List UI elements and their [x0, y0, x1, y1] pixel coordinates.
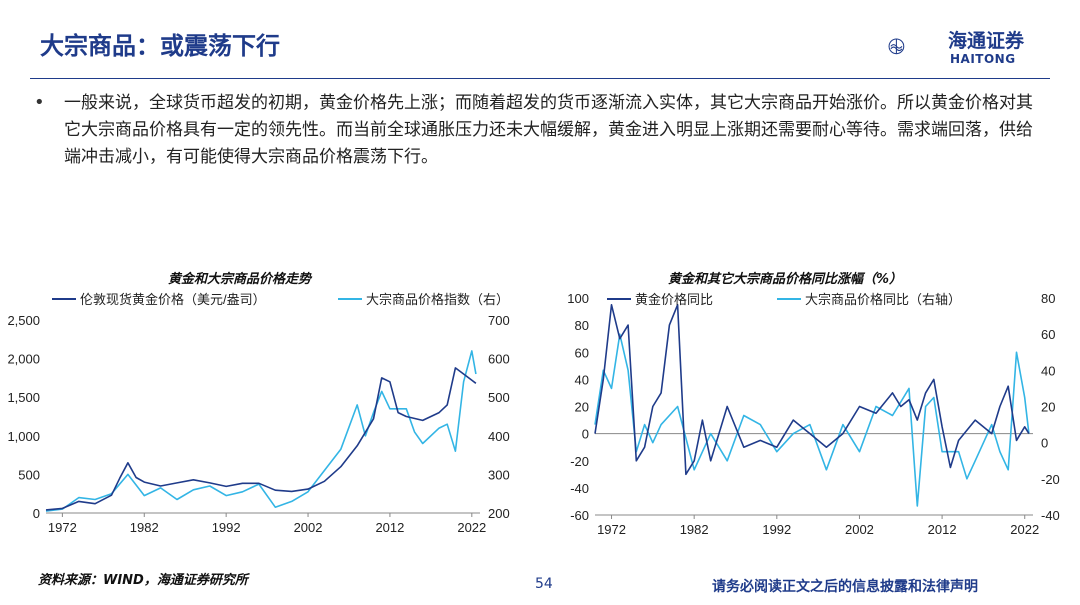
chart2-y-right-tick-5: 60: [1041, 327, 1055, 342]
page-number: 54: [535, 576, 553, 592]
chart1-y-left-tick-2: 1,000: [7, 429, 40, 444]
chart1-y-right-tick-4: 600: [488, 352, 510, 367]
chart2-series-line-0: [594, 303, 1030, 476]
haitong-logo-icon: [888, 38, 905, 55]
chart1-series-line-1: [45, 350, 477, 512]
chart1-legend-label-1: 大宗商品价格指数（右）: [366, 292, 509, 307]
chart2-legend-label-1: 大宗商品价格同比（右轴）: [805, 292, 961, 307]
chart1-x-tick-label-1: 1982: [130, 520, 159, 535]
chart1-series-line-0: [45, 367, 477, 511]
chart1-title: 黄金和大宗商品价格走势: [168, 272, 312, 287]
chart1-x-tick-label-5: 2022: [457, 520, 486, 535]
chart2-y-right-tick-0: -40: [1041, 508, 1060, 523]
chart1-x-tick-label-4: 2012: [375, 520, 404, 535]
chart1-legend-label-0: 伦敦现货黄金价格（美元/盎司）: [80, 292, 266, 307]
logo-sub: HAITONG: [950, 52, 1016, 66]
chart1-x-tick-label-0: 1972: [48, 520, 77, 535]
chart2-y-left-tick-8: 100: [567, 291, 589, 306]
chart1-y-right-tick-1: 300: [488, 467, 510, 482]
chart2-x-tick-label-4: 2012: [928, 522, 957, 537]
chart2-x-tick-label-0: 1972: [597, 522, 626, 537]
chart2-x-tick-label-3: 2002: [845, 522, 874, 537]
chart2-y-right-tick-3: 20: [1041, 400, 1055, 415]
chart1-y-left-tick-0: 0: [33, 506, 40, 521]
logo-name: 海通证券: [948, 30, 1025, 52]
chart2-y-left-tick-6: 60: [575, 345, 589, 360]
chart1-y-left-tick-5: 2,500: [7, 313, 40, 328]
chart2-title: 黄金和其它大宗商品价格同比涨幅（%）: [668, 272, 903, 287]
chart2-y-left-tick-4: 20: [575, 400, 589, 415]
chart2-y-left-tick-1: -40: [570, 481, 589, 496]
chart1-y-right-tick-2: 400: [488, 429, 510, 444]
chart1-y-left-tick-3: 1,500: [7, 390, 40, 405]
chart2-x-tick-label-1: 1982: [680, 522, 709, 537]
chart-gold-commodity-yoy: 1972 1982 1992 2002 2012 2022 -60 -40 -20 0 20 40 60…: [567, 291, 1060, 537]
chart1-y-left-tick-4: 2,000: [7, 352, 40, 367]
source-note: 资料来源：WIND，海通证券研究所: [38, 573, 248, 588]
chart2-y-right-tick-1: -20: [1041, 472, 1060, 487]
chart2-y-left-tick-5: 40: [575, 372, 589, 387]
chart1-x-tick-label-3: 2002: [294, 520, 323, 535]
chart2-y-left-tick-2: -20: [570, 454, 589, 469]
chart2-series-line-1: [594, 333, 1030, 507]
chart2-y-right-tick-2: 0: [1041, 436, 1048, 451]
chart2-y-left-tick-0: -60: [570, 508, 589, 523]
chart1-x-tick-label-2: 1992: [212, 520, 241, 535]
chart2-x-tick-label-5: 2022: [1010, 522, 1039, 537]
disclaimer: 请务必阅读正文之后的信息披露和法律声明: [712, 579, 978, 595]
chart1-y-right-tick-0: 200: [488, 506, 510, 521]
chart2-x-tick-label-2: 1992: [762, 522, 791, 537]
chart2-y-left-tick-3: 0: [582, 427, 589, 442]
title-rule: [30, 78, 1050, 79]
chart2-y-right-tick-6: 80: [1041, 291, 1055, 306]
chart1-y-right-tick-5: 700: [488, 313, 510, 328]
chart2-y-right-tick-4: 40: [1041, 363, 1055, 378]
chart1-y-right-tick-3: 500: [488, 390, 510, 405]
bullet-marker: •: [34, 92, 45, 113]
chart2-legend-label-0: 黄金价格同比: [635, 292, 713, 307]
chart1-y-left-tick-1: 500: [18, 467, 40, 482]
chart-gold-commodity-price: 1972 1982 1992 2002 2012 2022 0 500 1,000 1,500 2,…: [7, 292, 510, 535]
body-text: 一般来说，全球货币超发的初期，黄金价格先上涨；而随着超发的货币逐渐流入实体，其它…: [64, 93, 1033, 167]
chart2-y-left-tick-7: 80: [575, 318, 589, 333]
slide-title: 大宗商品：或震荡下行: [40, 32, 280, 60]
